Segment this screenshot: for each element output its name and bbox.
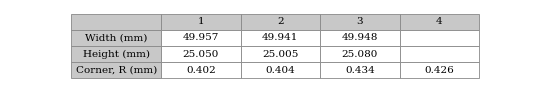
Text: 0.402: 0.402	[186, 66, 216, 75]
Bar	[400, 62, 479, 78]
Bar	[71, 62, 161, 78]
Text: 49.948: 49.948	[342, 33, 378, 42]
Text: 0.404: 0.404	[265, 66, 295, 75]
Text: 1: 1	[198, 17, 204, 26]
Bar	[161, 14, 241, 30]
Text: 3: 3	[357, 17, 363, 26]
Bar	[320, 14, 400, 30]
Bar	[400, 14, 479, 30]
Text: 0.434: 0.434	[345, 66, 375, 75]
Bar	[241, 46, 320, 62]
Bar	[71, 14, 161, 30]
Text: 49.941: 49.941	[262, 33, 299, 42]
Text: 2: 2	[277, 17, 284, 26]
Bar	[320, 30, 400, 46]
Bar	[320, 62, 400, 78]
Bar	[400, 46, 479, 62]
Bar	[71, 30, 161, 46]
Bar	[241, 30, 320, 46]
Bar	[400, 30, 479, 46]
Text: 0.426: 0.426	[424, 66, 454, 75]
Text: 4: 4	[436, 17, 442, 26]
Bar	[241, 62, 320, 78]
Bar	[320, 46, 400, 62]
Bar	[161, 30, 241, 46]
Text: Height (mm): Height (mm)	[83, 49, 150, 59]
Bar	[71, 46, 161, 62]
Bar	[161, 62, 241, 78]
Text: 25.050: 25.050	[183, 50, 219, 59]
Text: Width (mm): Width (mm)	[85, 33, 147, 42]
Bar	[241, 14, 320, 30]
Bar	[161, 46, 241, 62]
Text: 25.005: 25.005	[262, 50, 299, 59]
Text: Corner, R (mm): Corner, R (mm)	[76, 66, 157, 75]
Text: 49.957: 49.957	[183, 33, 219, 42]
Text: 25.080: 25.080	[342, 50, 378, 59]
